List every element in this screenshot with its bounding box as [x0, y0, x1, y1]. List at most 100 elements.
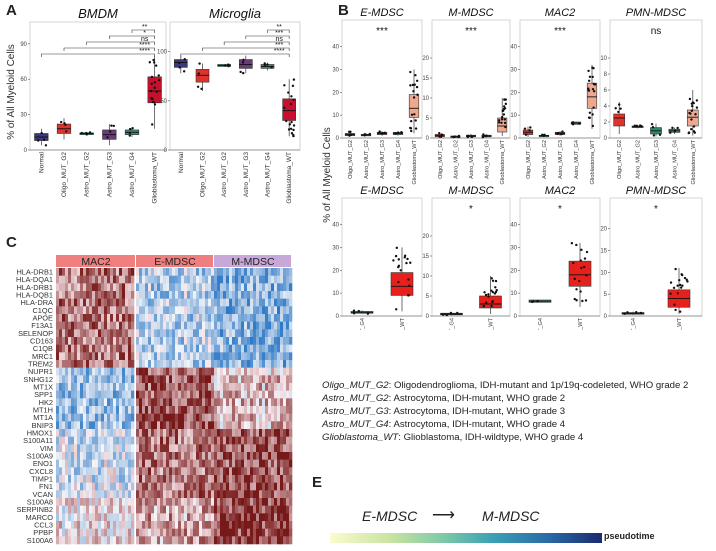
heatmap-cell: [241, 275, 245, 284]
heatmap-cell: [244, 314, 248, 322]
heatmap-cell: [181, 283, 185, 292]
heatmap-cell: [271, 490, 275, 499]
heatmap-cell: [232, 344, 236, 353]
heatmap-cell: [217, 360, 221, 368]
heatmap-cell: [184, 452, 188, 460]
heatmap-cell: [202, 505, 206, 514]
heatmap-cell: [98, 337, 102, 345]
heatmap-cell: [265, 375, 269, 384]
data-point: [678, 310, 682, 313]
heatmap-cell: [113, 498, 117, 506]
heatmap-cell: [193, 383, 197, 391]
heatmap-cell: [89, 375, 93, 384]
box-glioblastoma-wt: [390, 272, 414, 296]
heatmap-cell: [253, 367, 257, 376]
heatmap-cell: [274, 321, 278, 330]
heatmap-cell: [253, 268, 257, 276]
heatmap-cell: [160, 337, 164, 345]
x-tick-label: Oligo_MUT_G2: [348, 140, 354, 179]
heatmap-cell: [131, 306, 135, 315]
heatmap-cell: [116, 413, 120, 422]
heatmap-cell: [208, 329, 212, 338]
heatmap-cell: [107, 321, 111, 330]
heatmap-cell: [160, 375, 164, 384]
heatmap-cell: [280, 367, 284, 376]
heatmap-cell: [283, 421, 287, 430]
heatmap-cell: [202, 268, 206, 276]
heatmap-cell: [169, 360, 173, 368]
heatmap-cell: [92, 298, 96, 307]
heatmap-cell: [238, 429, 242, 437]
heatmap-cell: [199, 444, 203, 453]
heatmap-cell: [148, 536, 152, 545]
heatmap-cell: [214, 490, 218, 499]
heatmap-cell: [250, 482, 254, 491]
data-point: [502, 105, 506, 108]
heatmap-cell: [145, 521, 149, 529]
heatmap-cell: [65, 421, 69, 430]
heatmap-cell: [280, 390, 284, 399]
data-point: [152, 58, 155, 62]
data-point: [491, 300, 495, 303]
heatmap-cell: [56, 291, 60, 299]
heatmap-cell: [181, 390, 185, 399]
heatmap-cell: [68, 298, 72, 307]
heatmap-cell: [122, 406, 126, 414]
heatmap-cell: [136, 452, 140, 460]
x-tick-label: Astro_MUT_G4: [265, 152, 272, 198]
heatmap-cell: [199, 413, 203, 422]
heatmap-cell: [187, 367, 191, 376]
heatmap-cell: [131, 413, 135, 422]
heatmap-cell: [56, 452, 60, 460]
heatmap-cell: [151, 490, 155, 499]
heatmap-cell: [83, 467, 87, 476]
heatmap-cell: [107, 475, 111, 483]
heatmap-cell: [274, 467, 278, 476]
heatmap-cell: [131, 498, 135, 506]
heatmap-cell: [223, 406, 227, 414]
heatmap-cell: [65, 536, 69, 545]
heatmap-cell: [214, 283, 218, 292]
heatmap-cell: [187, 429, 191, 437]
heatmap-cell: [280, 490, 284, 499]
heatmap-cell: [113, 459, 117, 468]
heatmap-cell: [104, 513, 108, 522]
heatmap-cell: [211, 413, 215, 422]
heatmap-cell: [286, 505, 290, 514]
heatmap-cell: [277, 459, 281, 468]
data-point: [687, 131, 691, 134]
heatmap-cell: [184, 375, 188, 384]
heatmap-cell: [283, 413, 287, 422]
gene-label: HK2: [39, 398, 53, 407]
heatmap-cell: [181, 352, 185, 361]
heatmap-cell: [202, 475, 206, 483]
data-point: [588, 111, 592, 114]
heatmap-cell: [101, 398, 105, 407]
heatmap-cell: [157, 528, 161, 537]
heatmap-cell: [59, 383, 63, 391]
heatmap-cell: [62, 429, 66, 437]
y-tick-label: 15: [422, 76, 429, 82]
heatmap-cell: [250, 306, 254, 315]
heatmap-cell: [190, 482, 194, 491]
heatmap-cell: [74, 436, 78, 445]
heatmap-cell: [199, 505, 203, 514]
heatmap-cell: [59, 291, 63, 299]
heatmap-cell: [211, 352, 215, 361]
data-point: [495, 288, 498, 292]
heatmap-cell: [244, 337, 248, 345]
heatmap-cell: [65, 398, 69, 407]
heatmap-cell: [199, 398, 203, 407]
heatmap-cell: [235, 459, 239, 468]
heatmap-cell: [125, 406, 129, 414]
heatmap-cell: [131, 513, 135, 522]
heatmap-cell: [145, 329, 149, 338]
data-point: [283, 106, 286, 110]
heatmap-cell: [229, 398, 233, 407]
heatmap-cell: [244, 329, 248, 338]
heatmap-cell: [71, 421, 75, 430]
heatmap-cell: [262, 321, 266, 330]
data-point: [409, 70, 412, 74]
heatmap-cell: [277, 352, 281, 361]
